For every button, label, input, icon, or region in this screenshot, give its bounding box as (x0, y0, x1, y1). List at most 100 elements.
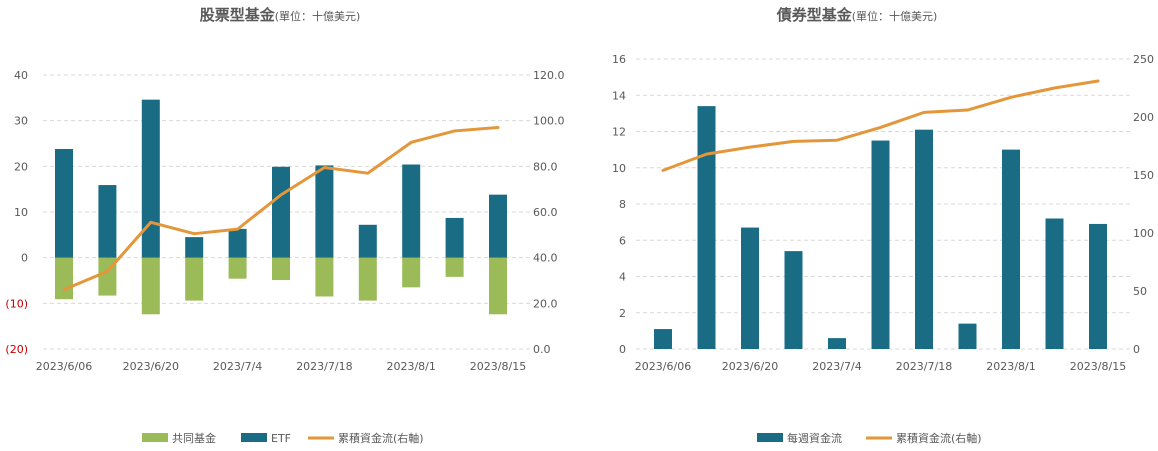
bond-bars (654, 106, 1107, 349)
eq-right-tick-label: 100.0 (533, 115, 565, 128)
eq-legend-label: 共同基金 (172, 431, 216, 445)
eq-cumulative-line (62, 126, 500, 292)
equity-chart-title-main: 股票型基金 (200, 6, 276, 24)
equity-fund-chart: 股票型基金(單位：十億美元) (20) (10) 0 10 20 30 40 0.0 20.0… (5, 6, 564, 445)
eq-left-tick-label: 0 (21, 252, 28, 265)
bd-bar-weekly (1045, 218, 1064, 349)
bd-x-tick-label: 2023/8/15 (1070, 360, 1126, 373)
eq-x-tick-label: 2023/6/20 (123, 360, 179, 373)
bd-right-tick-label: 50 (1133, 285, 1147, 298)
bd-left-tick-label: 8 (619, 198, 626, 211)
eq-x-tick-label: 2023/7/4 (213, 360, 262, 373)
bd-right-tick-label: 150 (1133, 169, 1154, 182)
equity-legend: 共同基金 ETF 累積資金流(右軸) (142, 431, 424, 445)
bond-chart-title-main: 債券型基金 (776, 6, 853, 24)
bd-left-tick-label: 2 (619, 307, 626, 320)
bond-legend: 每週資金流 累積資金流(右軸) (757, 431, 982, 445)
bond-cumulative-line-group (661, 79, 1100, 172)
eq-x-tick-label: 2023/6/06 (36, 360, 92, 373)
eq-bar-mutual-fund (185, 257, 204, 301)
eq-right-tick-label: 0.0 (533, 343, 551, 356)
eq-bar-etf (315, 165, 334, 258)
bond-left-axis-ticks: 0 2 4 6 8 10 12 14 16 (612, 53, 626, 356)
bd-right-tick-label: 100 (1133, 227, 1154, 240)
bd-left-tick-label: 16 (612, 53, 626, 66)
bond-chart-title: 債券型基金(單位：十億美元) (776, 6, 938, 24)
eq-bar-etf (445, 217, 464, 258)
eq-x-tick-label: 2023/8/15 (470, 360, 526, 373)
bd-left-tick-label: 12 (612, 126, 626, 139)
eq-right-tick-label: 20.0 (533, 297, 558, 310)
eq-bar-mutual-fund (315, 257, 334, 297)
bd-bar-weekly (1089, 223, 1107, 349)
equity-bars (55, 99, 507, 315)
bd-bar-weekly (784, 251, 803, 349)
eq-legend-swatch (142, 433, 168, 442)
eq-legend-label: ETF (271, 432, 291, 445)
eq-right-tick-label: 120.0 (533, 69, 565, 82)
eq-bar-mutual-fund (358, 257, 377, 301)
eq-left-tick-label: 10 (14, 206, 28, 219)
bd-bar-weekly (828, 338, 846, 349)
bd-left-tick-label: 0 (619, 343, 626, 356)
bond-right-axis-ticks: 0 50 100 150 200 250 (1133, 53, 1154, 356)
eq-bar-etf (185, 237, 204, 258)
eq-bar-etf (402, 164, 421, 258)
bd-legend-swatch (757, 433, 783, 442)
eq-bar-etf (55, 148, 73, 258)
equity-x-axis-ticks: 2023/6/06 2023/6/20 2023/7/4 2023/7/18 2023/… (36, 360, 526, 373)
bond-fund-chart: 債券型基金(單位：十億美元) 0 2 4 6 8 10 12 14 16 0 50 100 150 20… (612, 6, 1154, 445)
eq-bar-mutual-fund (402, 257, 421, 288)
bd-bar-weekly (871, 140, 890, 349)
bd-right-tick-label: 0 (1133, 343, 1140, 356)
eq-left-tick-label: (10) (5, 297, 28, 310)
bd-x-tick-label: 2023/6/06 (635, 360, 691, 373)
eq-x-tick-label: 2023/7/18 (296, 360, 352, 373)
eq-bar-mutual-fund (272, 257, 290, 281)
eq-right-tick-label: 60.0 (533, 206, 558, 219)
bd-legend-label: 每週資金流 (787, 431, 842, 445)
eq-left-tick-label: 40 (14, 69, 28, 82)
eq-bar-mutual-fund (55, 257, 73, 300)
bd-left-tick-label: 6 (619, 234, 626, 247)
bd-bar-weekly (697, 106, 716, 349)
eq-bar-mutual-fund (445, 257, 464, 277)
bond-chart-title-unit: (單位：十億美元) (852, 9, 938, 23)
bd-bar-weekly (654, 329, 672, 349)
bd-x-tick-label: 2023/7/18 (896, 360, 952, 373)
eq-bar-etf (141, 99, 160, 258)
eq-bar-etf (98, 185, 117, 258)
equity-chart-title-unit: (單位：十億美元) (275, 9, 361, 23)
equity-chart-title: 股票型基金(單位：十億美元) (200, 6, 361, 24)
eq-legend-swatch (241, 433, 267, 442)
bd-bar-weekly (741, 227, 759, 349)
bd-left-tick-label: 10 (612, 162, 626, 175)
eq-bar-mutual-fund (228, 257, 247, 279)
bd-bar-weekly (915, 129, 933, 349)
equity-left-axis-ticks: (20) (10) 0 10 20 30 40 (5, 69, 28, 356)
bd-cumulative-line (661, 79, 1100, 172)
eq-bar-etf (489, 194, 507, 258)
eq-bar-mutual-fund (489, 257, 507, 315)
bd-legend-label: 累積資金流(右軸) (896, 431, 982, 445)
eq-legend-label: 累積資金流(右軸) (338, 431, 424, 445)
eq-left-tick-label: 20 (14, 160, 28, 173)
eq-bar-etf (228, 228, 247, 258)
eq-x-tick-label: 2023/8/1 (386, 360, 435, 373)
bd-x-tick-label: 2023/8/1 (986, 360, 1035, 373)
equity-right-axis-ticks: 0.0 20.0 40.0 60.0 80.0 100.0 120.0 (533, 69, 565, 356)
eq-bar-etf (272, 166, 290, 258)
bd-x-tick-label: 2023/7/4 (812, 360, 861, 373)
eq-right-tick-label: 80.0 (533, 160, 558, 173)
eq-left-tick-label: 30 (14, 115, 28, 128)
equity-cumulative-line-group (62, 126, 500, 292)
bd-bar-weekly (1002, 149, 1020, 349)
bd-x-tick-label: 2023/6/20 (722, 360, 778, 373)
bond-x-axis-ticks: 2023/6/06 2023/6/20 2023/7/4 2023/7/18 2023/… (635, 360, 1126, 373)
bd-left-tick-label: 14 (612, 89, 626, 102)
eq-bar-etf (358, 224, 377, 258)
bd-right-tick-label: 250 (1133, 53, 1154, 66)
bd-bar-weekly (958, 323, 977, 349)
eq-right-tick-label: 40.0 (533, 252, 558, 265)
